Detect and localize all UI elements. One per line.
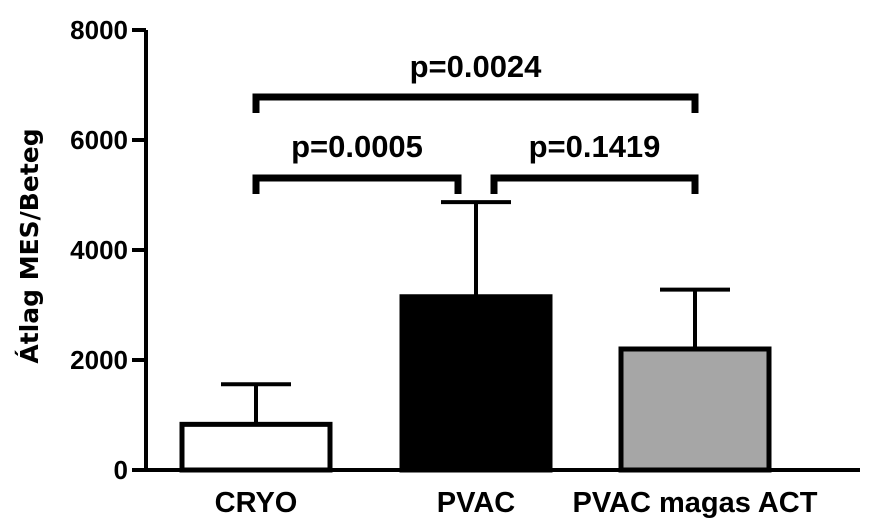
x-tick-label: PVAC magas ACT <box>573 487 818 519</box>
y-tick-label: 2000 <box>70 345 128 375</box>
p-value-label: p=0.0024 <box>410 49 543 84</box>
bar-0 <box>179 421 333 473</box>
x-tick-label: CRYO <box>215 487 298 519</box>
y-tick-label: 6000 <box>70 125 128 155</box>
significance-bracket <box>252 174 462 194</box>
y-tick-label: 8000 <box>70 15 128 45</box>
p-value-label: p=0.0005 <box>291 129 423 164</box>
y-tick-label: 0 <box>114 455 128 485</box>
significance-bracket <box>490 174 699 194</box>
significance-bracket <box>252 93 699 113</box>
bar-1 <box>399 294 553 473</box>
bar-2 <box>618 346 772 473</box>
y-axis-label: Átlag MES/Beteg <box>15 128 44 363</box>
x-tick-label: PVAC <box>437 487 515 519</box>
p-value-label: p=0.1419 <box>529 129 661 164</box>
y-tick-label: 4000 <box>70 235 128 265</box>
